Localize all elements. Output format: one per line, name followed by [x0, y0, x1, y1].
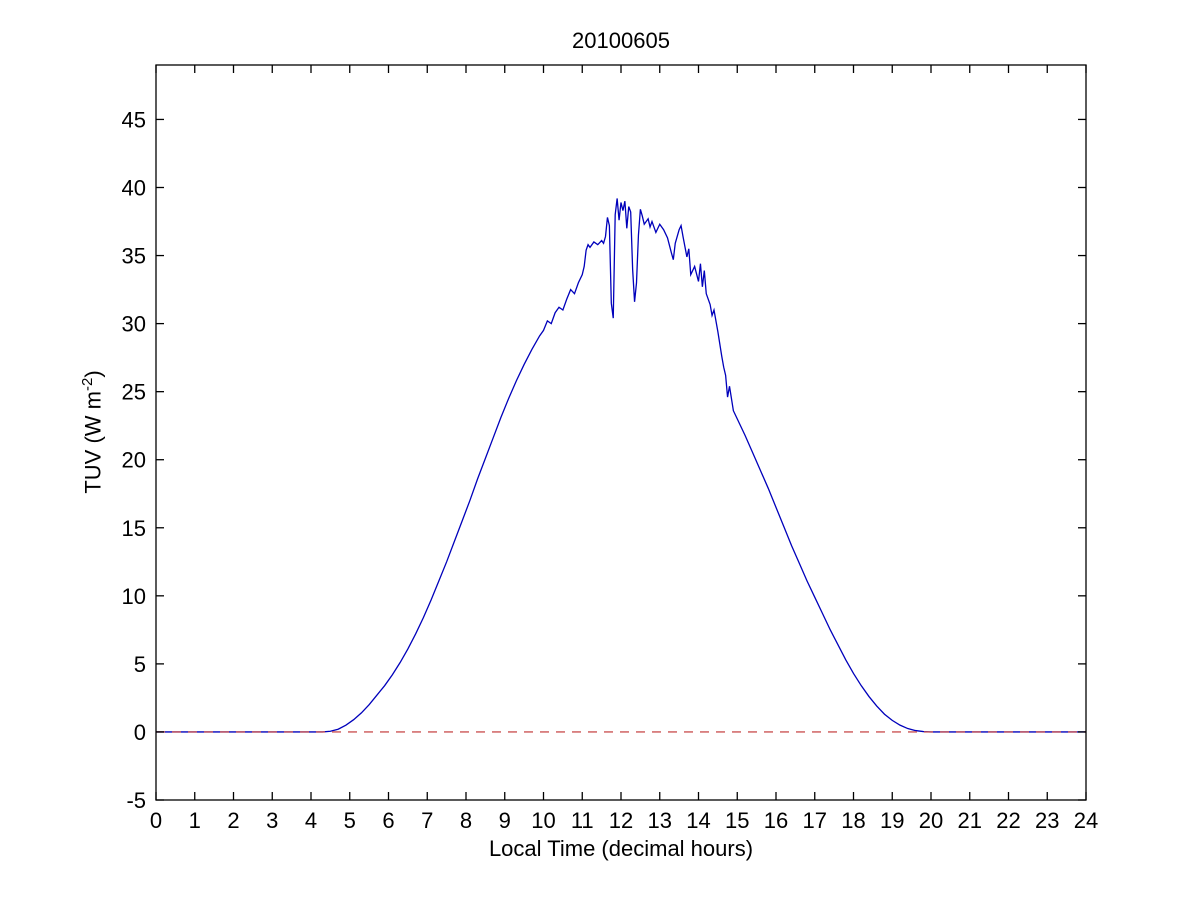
- x-tick-label: 13: [648, 808, 672, 833]
- y-tick-label: 45: [122, 107, 146, 132]
- x-tick-label: 20: [919, 808, 943, 833]
- y-axis-label-superscript: -2: [79, 377, 96, 392]
- x-axis-label: Local Time (decimal hours): [488, 836, 754, 861]
- x-tick-label: 4: [305, 808, 317, 833]
- x-tick-label: 14: [686, 808, 710, 833]
- x-tick-label: 8: [460, 808, 472, 833]
- x-tick-label: 0: [150, 808, 162, 833]
- y-tick-label: 5: [134, 652, 146, 677]
- x-tick-label: 7: [421, 808, 433, 833]
- x-tick-label: 10: [531, 808, 555, 833]
- x-tick-label: 3: [266, 808, 278, 833]
- y-tick-label: 10: [122, 584, 146, 609]
- axes-box: [155, 64, 1087, 801]
- x-tick-label: 17: [803, 808, 827, 833]
- y-tick-label: 30: [122, 312, 146, 337]
- y-tick-label: 35: [122, 244, 146, 269]
- y-tick-label: 40: [122, 176, 146, 201]
- x-tick-label: 12: [609, 808, 633, 833]
- x-tick-label: 21: [958, 808, 982, 833]
- y-tick-label: 20: [122, 448, 146, 473]
- x-tick-label: 24: [1074, 808, 1098, 833]
- x-tick-label: 5: [344, 808, 356, 833]
- x-tick-label: 11: [571, 808, 594, 833]
- x-tick-label: 9: [499, 808, 511, 833]
- series-0-line: [156, 198, 1086, 733]
- y-axis-label-suffix: ): [80, 370, 106, 378]
- x-tick-label: 6: [382, 808, 394, 833]
- x-tick-label: 15: [725, 808, 749, 833]
- y-tick-label: 0: [134, 720, 146, 745]
- y-tick-label: -5: [126, 788, 146, 813]
- x-tick-label: 18: [841, 808, 865, 833]
- x-tick-label: 23: [1035, 808, 1059, 833]
- y-tick-label: 15: [122, 516, 146, 541]
- x-tick-label: 19: [880, 808, 904, 833]
- y-axis-label: TUV (W m-2): [73, 232, 106, 632]
- chart-title: 20100605: [572, 28, 670, 53]
- x-tick-label: 1: [189, 808, 201, 833]
- x-tick-label: 16: [764, 808, 788, 833]
- y-tick-label: 25: [122, 380, 146, 405]
- y-axis-label-prefix: TUV (W m: [80, 391, 106, 494]
- x-tick-label: 2: [227, 808, 239, 833]
- x-tick-label: 22: [996, 808, 1020, 833]
